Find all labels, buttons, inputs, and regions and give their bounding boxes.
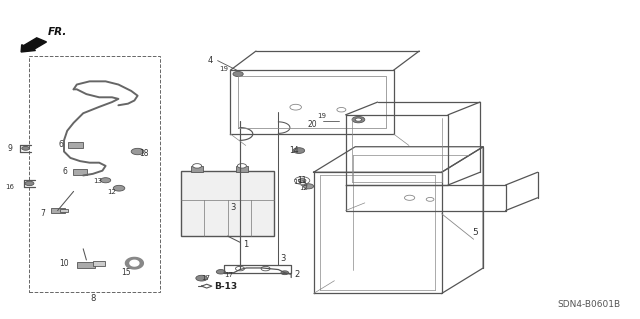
Text: 5: 5: [472, 228, 478, 237]
Circle shape: [22, 146, 29, 150]
Polygon shape: [125, 257, 143, 269]
Text: 1: 1: [244, 240, 249, 249]
Circle shape: [352, 116, 365, 123]
Text: 18: 18: [140, 149, 149, 158]
Bar: [181, 171, 274, 236]
Text: 20: 20: [307, 120, 317, 129]
Text: 17: 17: [202, 275, 211, 281]
Circle shape: [261, 266, 270, 271]
Text: 13: 13: [93, 178, 102, 184]
Bar: [93, 261, 105, 266]
Text: 4: 4: [208, 56, 213, 65]
Circle shape: [233, 71, 243, 77]
Text: 11: 11: [298, 176, 307, 185]
Text: 9: 9: [8, 144, 13, 153]
Text: 2: 2: [294, 270, 300, 279]
Bar: [60, 209, 68, 212]
Text: 12: 12: [300, 185, 308, 191]
Circle shape: [193, 164, 202, 168]
Text: 16: 16: [5, 184, 14, 189]
Circle shape: [293, 148, 305, 153]
Circle shape: [303, 184, 314, 189]
Circle shape: [281, 271, 289, 275]
Circle shape: [298, 179, 306, 182]
Bar: [29, 56, 160, 292]
Bar: [73, 169, 87, 175]
Bar: [51, 208, 65, 213]
Polygon shape: [130, 260, 139, 266]
Bar: [236, 166, 248, 172]
FancyArrow shape: [21, 38, 47, 52]
Text: 15: 15: [121, 268, 131, 277]
Circle shape: [131, 148, 144, 155]
Text: 19: 19: [317, 114, 326, 119]
Bar: [68, 142, 83, 148]
Text: FR.: FR.: [48, 27, 67, 37]
Text: 14: 14: [289, 146, 299, 155]
Text: 7: 7: [40, 209, 45, 218]
Circle shape: [113, 185, 125, 191]
Text: B-13: B-13: [214, 282, 237, 291]
Circle shape: [196, 275, 207, 281]
Text: 3: 3: [280, 254, 285, 263]
Text: SDN4-B0601B: SDN4-B0601B: [557, 300, 621, 309]
Circle shape: [355, 118, 362, 121]
Text: 13: 13: [293, 179, 302, 185]
Circle shape: [236, 266, 244, 271]
Text: 6: 6: [63, 167, 68, 176]
Text: 8: 8: [90, 294, 95, 303]
Circle shape: [216, 270, 225, 274]
Text: 12: 12: [108, 189, 116, 195]
Text: 6: 6: [59, 140, 64, 149]
Text: 17: 17: [224, 272, 233, 278]
Bar: [77, 262, 95, 268]
Circle shape: [237, 164, 246, 168]
Circle shape: [100, 178, 111, 183]
Circle shape: [25, 181, 34, 186]
Bar: [191, 166, 203, 172]
Text: 19: 19: [219, 66, 228, 71]
Text: 3: 3: [230, 203, 236, 212]
Text: 10: 10: [59, 259, 68, 268]
